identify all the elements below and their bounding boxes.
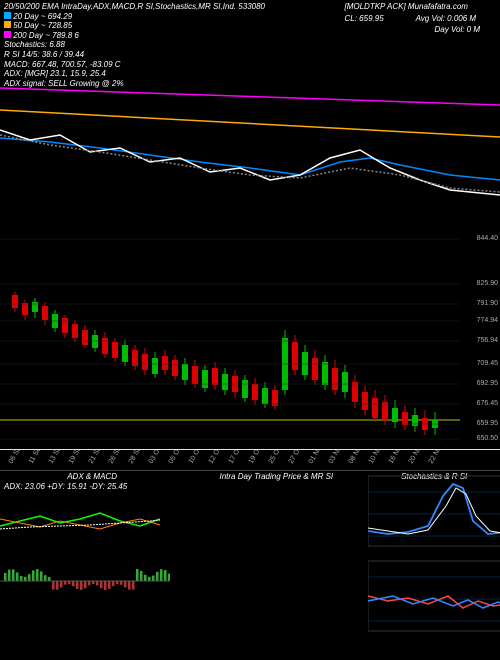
svg-text:20 Nov: 20 Nov [408, 450, 425, 465]
svg-text:05 Oct: 05 Oct [168, 450, 184, 465]
stoch-rsi-panel[interactable]: Stochastics & R SI 103050103050 [368, 470, 500, 660]
ma-chart[interactable] [0, 80, 500, 230]
hdr-r1: [MOLDTKP ACK] Munafafatra.com [345, 2, 481, 12]
candlestick-chart[interactable]: 844.40825.90791.90774.94756.94709.45692.… [0, 230, 500, 450]
date-axis: 06 Sep11 Sep13 Sep19 Sep21 Sep26 Sep28 S… [0, 450, 500, 470]
svg-text:11 Sep: 11 Sep [28, 450, 45, 465]
svg-text:06 Sep: 06 Sep [8, 450, 25, 465]
hdr-cl: CL: 659.95 [345, 14, 384, 24]
svg-text:08 Nov: 08 Nov [348, 450, 365, 465]
svg-text:17 Oct: 17 Oct [228, 450, 244, 465]
bottom-panels: ADX & MACD ADX: 23.06 +DY: 15.91 -DY: 25… [0, 470, 500, 660]
svg-text:01 Nov: 01 Nov [308, 450, 325, 465]
hdr-avgvol: Avg Vol: 0.006 M [416, 14, 476, 23]
svg-text:03 Nov: 03 Nov [328, 450, 345, 465]
svg-text:16 Nov: 16 Nov [388, 450, 405, 465]
svg-text:03 Oct: 03 Oct [148, 450, 164, 465]
svg-text:12 Oct: 12 Oct [208, 450, 224, 465]
svg-text:19 Oct: 19 Oct [248, 450, 264, 465]
svg-text:25 Oct: 25 Oct [268, 450, 284, 465]
svg-text:28 Sep: 28 Sep [128, 450, 145, 465]
svg-text:10 Oct: 10 Oct [188, 450, 204, 465]
hdr-stoch: Stochastics: 6.88 [4, 40, 496, 50]
hdr-adx: ADX: [MGR] 23.1, 15.9, 25.4 [4, 69, 496, 79]
svg-text:27 Oct: 27 Oct [288, 450, 304, 465]
adx-macd-panel[interactable]: ADX & MACD ADX: 23.06 +DY: 15.91 -DY: 25… [0, 470, 184, 660]
hdr-rsi: R SI 14/5: 38.6 / 39.44 [4, 50, 496, 60]
svg-text:22 Nov: 22 Nov [428, 450, 445, 465]
svg-text:10 Nov: 10 Nov [368, 450, 385, 465]
svg-text:26 Sep: 26 Sep [108, 450, 125, 465]
hdr-dayvol: Day Vol: 0 M [435, 25, 481, 35]
svg-text:21 Sep: 21 Sep [88, 450, 105, 465]
svg-text:19 Sep: 19 Sep [68, 450, 85, 465]
intraday-panel[interactable]: Intra Day Trading Price & MR SI [184, 470, 368, 660]
indicator-header: 20/50/200 EMA IntraDay,ADX,MACD,R SI,Sto… [0, 0, 500, 80]
hdr-macd: MACD: 667.48, 700.57, -83.09 C [4, 60, 496, 70]
svg-text:13 Sep: 13 Sep [48, 450, 65, 465]
